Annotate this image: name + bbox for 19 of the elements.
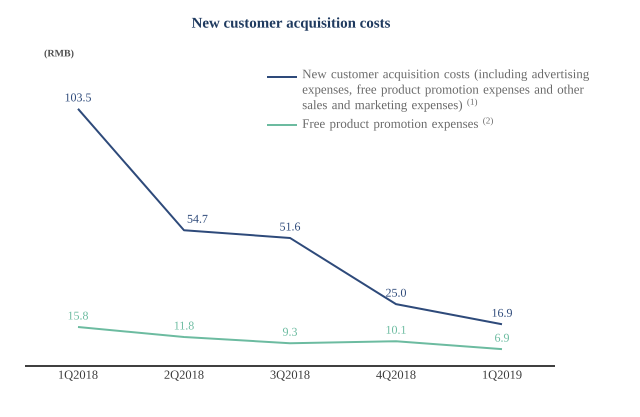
data-label: 6.9 xyxy=(495,334,509,342)
data-label: 10.1 xyxy=(386,326,406,334)
data-label: 11.8 xyxy=(174,322,194,330)
chart-title: New customer acquisition costs xyxy=(192,17,390,31)
data-label: 16.9 xyxy=(492,308,512,317)
data-label: 9.3 xyxy=(282,328,298,336)
x-tick-label: 1Q2018 xyxy=(59,370,98,381)
data-label: 51.6 xyxy=(280,222,300,231)
data-label: 25.0 xyxy=(386,288,406,297)
x-tick-label: 1Q2019 xyxy=(483,370,522,381)
legend-label: Free product promotion expenses $^{(2)}$ xyxy=(302,117,493,131)
legend-label: New customer acquisition costs (including advertising expenses, free product promotion expenses and other sales and marketing expenses) $^{(1)}$ xyxy=(302,69,590,112)
data-label: 103.5 xyxy=(66,93,91,102)
data-label: 15.8 xyxy=(68,312,88,320)
text: (RMB) xyxy=(44,49,74,59)
data-label: 54.7 xyxy=(188,214,208,223)
x-tick-label: 2Q2018 xyxy=(164,370,204,381)
x-tick-label: 4Q2018 xyxy=(376,370,416,381)
x-tick-label: 3Q2018 xyxy=(270,370,310,381)
